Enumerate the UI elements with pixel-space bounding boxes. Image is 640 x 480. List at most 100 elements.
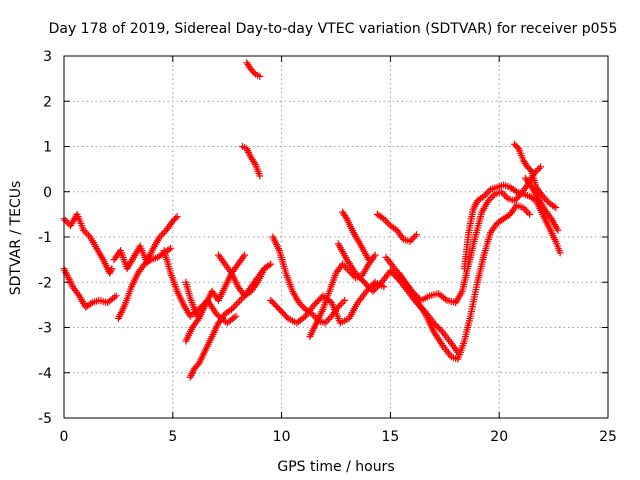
data-point [83, 230, 91, 238]
data-point [510, 197, 518, 205]
data-point [535, 165, 543, 173]
y-tick-label: -5 [38, 411, 52, 427]
data-point [485, 187, 493, 195]
x-tick-label: 0 [60, 429, 69, 445]
data-point [511, 187, 519, 195]
data-point [107, 266, 115, 274]
data-point [81, 228, 89, 236]
series-arc-20 [460, 181, 564, 273]
series-arc-9 [214, 251, 275, 300]
data-point [157, 231, 165, 239]
y-tick-label: 0 [43, 185, 52, 201]
data-point [323, 317, 331, 325]
data-point [112, 292, 120, 300]
data-point [521, 205, 529, 213]
data-point [519, 204, 527, 212]
plot-frame [63, 55, 609, 419]
data-point [297, 300, 305, 308]
y-tick-label: -3 [38, 321, 52, 337]
data-point [554, 226, 562, 234]
data-point [504, 212, 512, 220]
data-point [172, 214, 180, 222]
data-point [391, 225, 399, 233]
data-point [383, 218, 391, 226]
data-point [365, 256, 373, 264]
data-point [231, 302, 239, 310]
data-point [406, 238, 414, 246]
data-point [371, 251, 379, 259]
series-arc-21 [510, 140, 560, 212]
grid [64, 56, 608, 418]
data-point [542, 196, 550, 204]
data-point [382, 217, 390, 225]
data-point [497, 188, 505, 196]
data-point [310, 312, 318, 320]
data-point [167, 244, 175, 252]
data-point [540, 194, 548, 202]
x-tick-label: 20 [490, 429, 508, 445]
data-point [159, 230, 167, 238]
data-point [413, 231, 421, 239]
data-point [246, 288, 254, 296]
data-point [256, 72, 264, 80]
data-point [480, 192, 488, 200]
series-arc-16 [339, 208, 373, 264]
tick-labels: 0 5 10 15 20 25 -5 -4 -3 -2 -1 0 1 2 3 [38, 49, 617, 445]
data-point [321, 319, 329, 327]
data-point [87, 300, 95, 308]
data-point [106, 268, 114, 276]
series-arc-2 [60, 265, 120, 311]
data-point [501, 191, 509, 199]
data-point [265, 261, 273, 269]
data-point [161, 228, 169, 236]
series-arc-11 [243, 59, 264, 80]
data-point [409, 234, 417, 242]
data-point [195, 314, 203, 322]
series-arc-8 [182, 278, 203, 322]
data-point [512, 195, 520, 203]
data-point [526, 210, 534, 218]
x-tick-label: 5 [168, 429, 177, 445]
data-point [84, 231, 92, 239]
data-point [241, 251, 249, 259]
data-point [108, 265, 116, 273]
x-tick-label: 15 [381, 429, 399, 445]
series-arc-10 [238, 143, 264, 180]
series-arc-17 [373, 210, 421, 246]
data-point [408, 236, 416, 244]
data-point [489, 192, 497, 200]
data-point [236, 297, 244, 305]
data-point [514, 193, 522, 201]
data-point [337, 300, 345, 308]
data-point [234, 299, 242, 307]
data-point [550, 202, 558, 210]
data-point [482, 191, 490, 199]
data-point [173, 213, 181, 221]
data-point [228, 305, 236, 313]
series-arc-3 [110, 213, 181, 273]
data-point [486, 195, 494, 203]
data-point [380, 283, 388, 291]
y-tick-label: -2 [38, 275, 52, 291]
chart-title: Day 178 of 2019, Sidereal Day-to-day VTE… [49, 21, 618, 37]
x-axis-label: GPS time / hours [277, 459, 394, 475]
data-point [62, 217, 70, 225]
y-tick-label: 3 [43, 49, 52, 65]
data-point [342, 213, 350, 221]
data-point [232, 300, 240, 308]
y-tick-label: -4 [38, 366, 52, 382]
data-point [156, 233, 164, 241]
data-point [298, 302, 306, 310]
data-point [326, 314, 334, 322]
data-point [324, 316, 332, 324]
data-point [283, 313, 291, 321]
data-point [533, 166, 541, 174]
data-point [339, 260, 347, 268]
data-point [524, 209, 532, 217]
data-point [552, 204, 560, 212]
y-tick-label: 1 [43, 140, 52, 156]
data-point [295, 299, 303, 307]
